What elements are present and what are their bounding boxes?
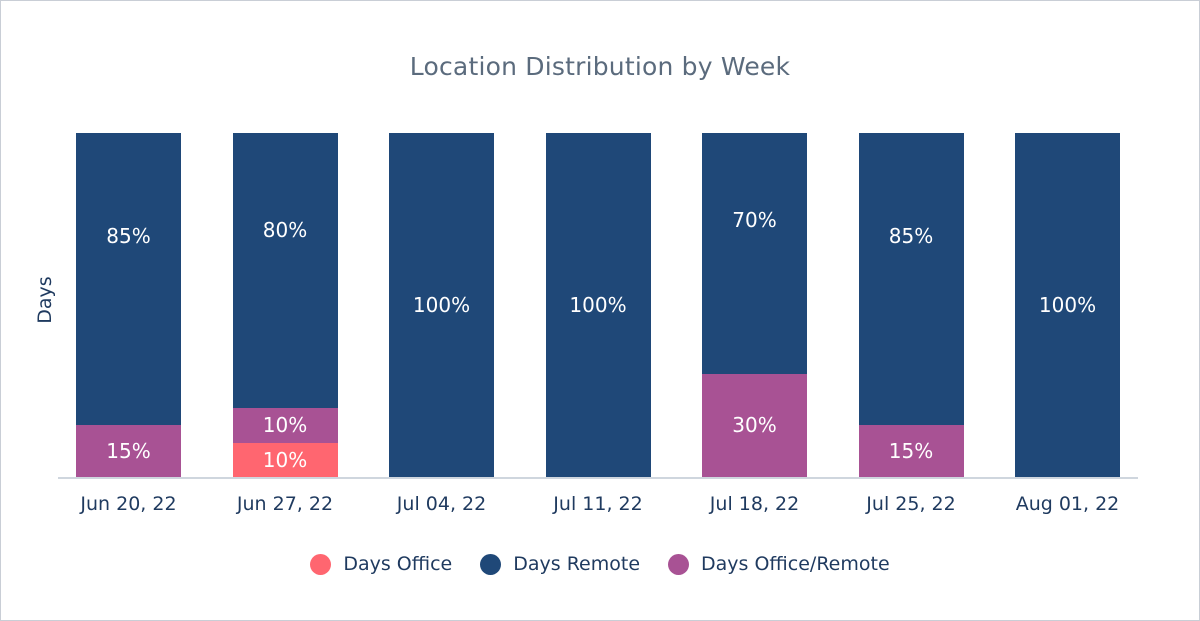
bar-segment-remote: 80%	[232, 133, 338, 409]
x-tick-label: Jul 04, 22	[396, 493, 487, 515]
legend: Days Office Days Remote Days Office/Remote	[0, 553, 1200, 575]
legend-dot-icon	[310, 553, 332, 575]
legend-label: Days Remote	[513, 553, 641, 575]
data-label: 70%	[732, 207, 777, 232]
legend-label: Days Office/Remote	[701, 553, 890, 575]
legend-label: Days Office	[343, 553, 453, 575]
bar-segment-remote: 85%	[858, 133, 964, 426]
legend-dot-icon	[668, 553, 690, 575]
bar-segment-remote: 100%	[545, 133, 651, 477]
data-label: 30%	[732, 413, 777, 438]
data-label: 100%	[412, 293, 471, 317]
bar-0: 15% 85%	[76, 133, 181, 477]
bar-1: 10% 10% 80%	[232, 133, 338, 477]
x-axis-line	[58, 477, 1138, 479]
data-label: 15%	[888, 439, 934, 464]
x-tick-label: Jul 25, 22	[866, 493, 956, 515]
data-label: 10%	[262, 447, 308, 472]
bar-segment-remote: 100%	[1015, 133, 1120, 477]
bar-segment-mixed: 10%	[232, 408, 338, 443]
chart-title: Location Distribution by Week	[409, 52, 791, 81]
y-axis-label: Days	[34, 276, 56, 324]
bar-6: 100%	[1015, 133, 1120, 477]
data-label: 85%	[888, 223, 934, 248]
x-tick-label: Jul 11, 22	[553, 493, 643, 515]
bar-2: 100%	[389, 133, 494, 477]
bar-3: 100%	[545, 133, 651, 477]
data-label: 100%	[569, 293, 627, 317]
bar-segment-mixed: 15%	[76, 425, 181, 477]
bar-segment-remote: 85%	[76, 133, 181, 426]
data-label: 85%	[106, 223, 151, 248]
x-tick-label: Jun 27, 22	[236, 493, 334, 515]
bar-segment-remote: 70%	[702, 133, 807, 374]
bar-segment-office: 10%	[232, 442, 338, 477]
legend-item[interactable]: Days Remote	[480, 553, 640, 575]
legend-dot-icon	[480, 553, 502, 575]
x-tick-label: Jul 18, 22	[709, 493, 800, 515]
bar-5: 15% 85%	[858, 133, 964, 477]
data-label: 80%	[262, 218, 308, 243]
bar-segment-mixed: 15%	[858, 425, 964, 477]
legend-item[interactable]: Days Office	[310, 553, 452, 575]
bar-segment-remote: 100%	[389, 133, 494, 477]
x-tick-label: Aug 01, 22	[1015, 493, 1120, 515]
data-label: 15%	[106, 439, 151, 464]
x-tick-label: Jun 20, 22	[80, 493, 177, 515]
legend-item[interactable]: Days Office/Remote	[668, 553, 890, 575]
bar-4: 30% 70%	[702, 133, 807, 477]
bar-segment-mixed: 30%	[702, 373, 807, 477]
plot-area: 15% 85% 10% 10% 80% 100% 100% 30% 70% 15% 85% 100%	[58, 133, 1138, 477]
data-label: 100%	[1038, 293, 1097, 317]
data-label: 10%	[262, 413, 308, 438]
